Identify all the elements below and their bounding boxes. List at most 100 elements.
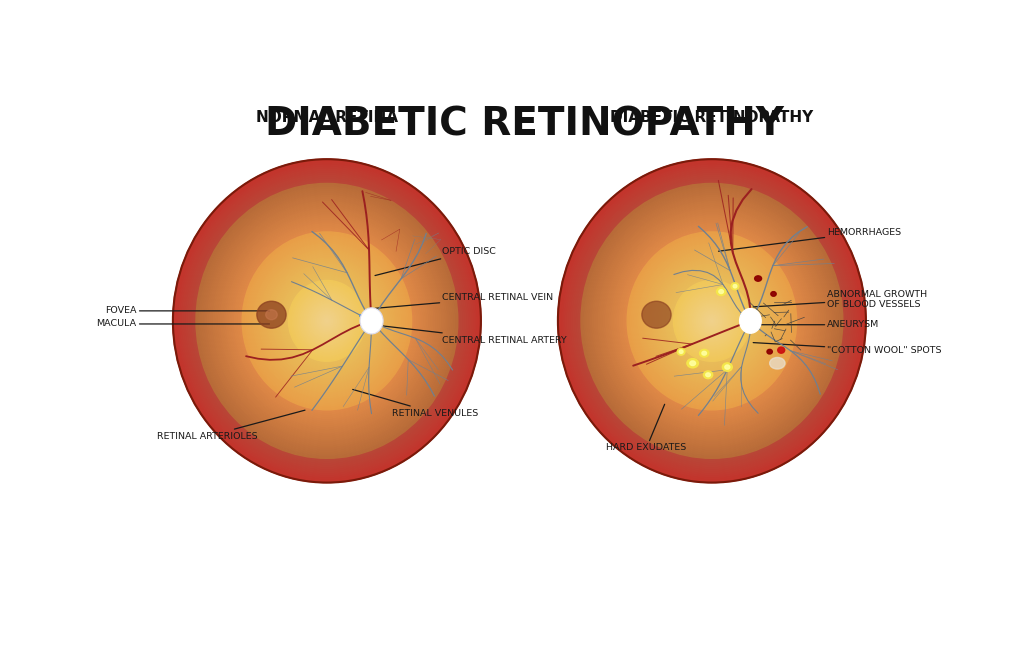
Ellipse shape bbox=[188, 175, 466, 466]
Ellipse shape bbox=[604, 208, 819, 434]
Ellipse shape bbox=[283, 274, 371, 368]
Text: CENTRAL RETINAL ARTERY: CENTRAL RETINAL ARTERY bbox=[375, 325, 567, 345]
Ellipse shape bbox=[767, 349, 772, 354]
Ellipse shape bbox=[184, 171, 469, 470]
Ellipse shape bbox=[204, 192, 451, 450]
Ellipse shape bbox=[699, 349, 709, 357]
Text: DIABETIC RETINOPATHY: DIABETIC RETINOPATHY bbox=[610, 110, 813, 124]
Ellipse shape bbox=[213, 202, 440, 440]
Ellipse shape bbox=[195, 181, 460, 460]
Ellipse shape bbox=[258, 248, 396, 394]
Ellipse shape bbox=[263, 254, 390, 388]
Ellipse shape bbox=[676, 282, 749, 360]
Ellipse shape bbox=[223, 212, 431, 430]
Ellipse shape bbox=[681, 288, 742, 353]
Ellipse shape bbox=[259, 250, 394, 392]
Ellipse shape bbox=[257, 301, 286, 328]
Ellipse shape bbox=[771, 292, 776, 296]
Ellipse shape bbox=[226, 216, 427, 426]
Ellipse shape bbox=[725, 365, 730, 369]
Ellipse shape bbox=[211, 200, 442, 442]
Ellipse shape bbox=[624, 228, 801, 414]
Ellipse shape bbox=[608, 212, 816, 430]
Ellipse shape bbox=[250, 240, 403, 402]
Ellipse shape bbox=[598, 202, 825, 440]
Ellipse shape bbox=[701, 351, 707, 355]
Ellipse shape bbox=[322, 314, 333, 327]
Ellipse shape bbox=[644, 250, 779, 392]
Ellipse shape bbox=[558, 159, 866, 482]
Ellipse shape bbox=[677, 348, 685, 355]
Ellipse shape bbox=[722, 363, 732, 372]
Ellipse shape bbox=[639, 244, 785, 398]
Ellipse shape bbox=[602, 206, 821, 436]
Ellipse shape bbox=[182, 169, 471, 472]
Ellipse shape bbox=[690, 361, 695, 366]
Ellipse shape bbox=[635, 240, 788, 402]
Ellipse shape bbox=[613, 218, 810, 424]
Ellipse shape bbox=[642, 301, 671, 328]
Ellipse shape bbox=[237, 226, 418, 416]
Ellipse shape bbox=[306, 298, 348, 343]
Ellipse shape bbox=[239, 228, 416, 414]
Ellipse shape bbox=[633, 238, 791, 404]
Ellipse shape bbox=[291, 282, 364, 360]
Ellipse shape bbox=[656, 262, 768, 380]
Ellipse shape bbox=[202, 190, 452, 452]
Ellipse shape bbox=[215, 204, 438, 438]
Ellipse shape bbox=[256, 246, 398, 396]
Ellipse shape bbox=[563, 165, 860, 476]
Ellipse shape bbox=[708, 317, 716, 325]
Ellipse shape bbox=[626, 230, 799, 412]
Ellipse shape bbox=[287, 278, 368, 364]
Ellipse shape bbox=[629, 234, 795, 408]
Ellipse shape bbox=[567, 169, 856, 472]
Text: "COTTON WOOL" SPOTS: "COTTON WOOL" SPOTS bbox=[754, 343, 942, 355]
Ellipse shape bbox=[273, 264, 381, 378]
Ellipse shape bbox=[659, 266, 764, 376]
Ellipse shape bbox=[641, 246, 783, 396]
Text: RETINAL ARTERIOLES: RETINAL ARTERIOLES bbox=[157, 410, 305, 441]
Text: MACULA: MACULA bbox=[96, 319, 269, 329]
Ellipse shape bbox=[219, 208, 435, 434]
Ellipse shape bbox=[302, 294, 352, 347]
Ellipse shape bbox=[672, 278, 753, 364]
Ellipse shape bbox=[317, 310, 337, 331]
Ellipse shape bbox=[706, 373, 711, 377]
Ellipse shape bbox=[208, 196, 446, 446]
Ellipse shape bbox=[692, 300, 731, 341]
Ellipse shape bbox=[637, 242, 787, 400]
Ellipse shape bbox=[279, 270, 375, 372]
Ellipse shape bbox=[265, 256, 388, 386]
Ellipse shape bbox=[589, 192, 836, 450]
Ellipse shape bbox=[691, 298, 733, 343]
Ellipse shape bbox=[289, 280, 366, 362]
Ellipse shape bbox=[562, 163, 862, 478]
Ellipse shape bbox=[248, 238, 406, 404]
Ellipse shape bbox=[178, 165, 475, 476]
Ellipse shape bbox=[325, 319, 329, 323]
Ellipse shape bbox=[311, 304, 342, 337]
Ellipse shape bbox=[271, 262, 383, 380]
Text: NORMAL RETINA: NORMAL RETINA bbox=[256, 110, 398, 124]
Ellipse shape bbox=[702, 310, 722, 331]
Ellipse shape bbox=[778, 347, 784, 353]
Ellipse shape bbox=[309, 302, 344, 339]
Ellipse shape bbox=[617, 222, 806, 420]
Ellipse shape bbox=[707, 314, 718, 327]
Text: RETINAL VENULES: RETINAL VENULES bbox=[352, 389, 478, 418]
Ellipse shape bbox=[313, 306, 340, 335]
Ellipse shape bbox=[315, 308, 339, 333]
Ellipse shape bbox=[755, 276, 762, 281]
Ellipse shape bbox=[565, 167, 858, 474]
Ellipse shape bbox=[267, 258, 387, 384]
Ellipse shape bbox=[232, 222, 421, 420]
Ellipse shape bbox=[668, 274, 756, 368]
Ellipse shape bbox=[595, 198, 829, 444]
Ellipse shape bbox=[600, 204, 823, 438]
Ellipse shape bbox=[569, 171, 854, 470]
Ellipse shape bbox=[307, 300, 346, 341]
Ellipse shape bbox=[300, 292, 354, 349]
Ellipse shape bbox=[578, 179, 847, 462]
Ellipse shape bbox=[585, 187, 839, 454]
